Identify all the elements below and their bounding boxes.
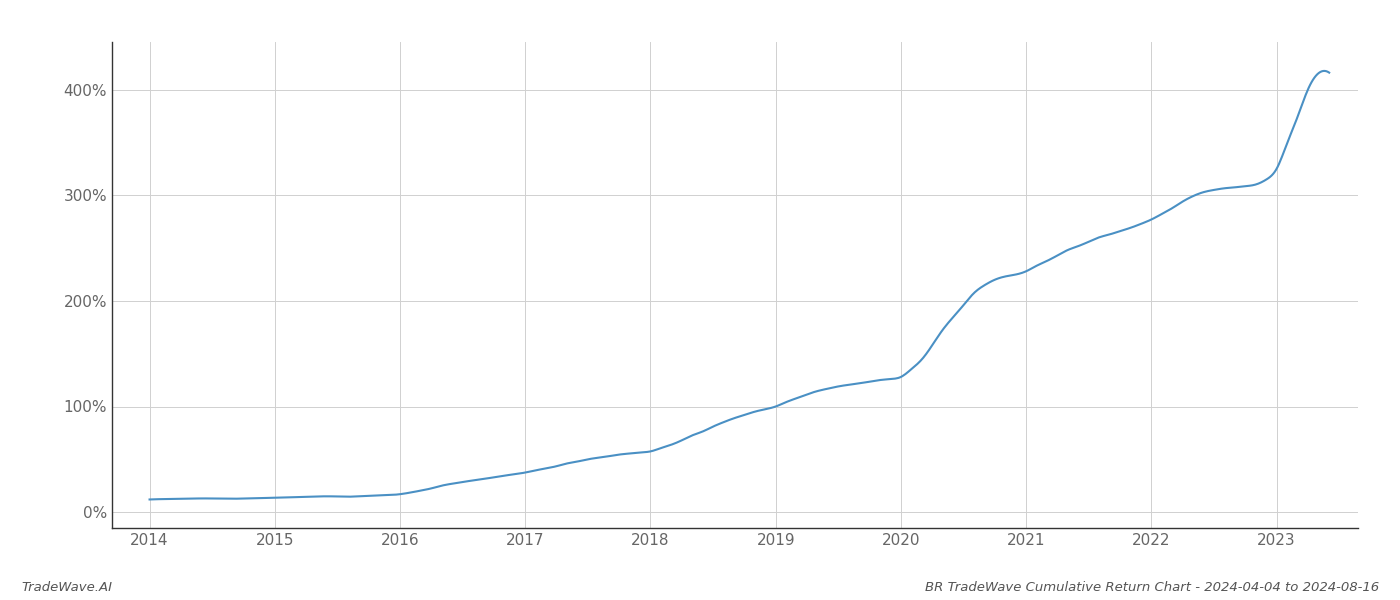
Text: BR TradeWave Cumulative Return Chart - 2024-04-04 to 2024-08-16: BR TradeWave Cumulative Return Chart - 2… (925, 581, 1379, 594)
Text: TradeWave.AI: TradeWave.AI (21, 581, 112, 594)
